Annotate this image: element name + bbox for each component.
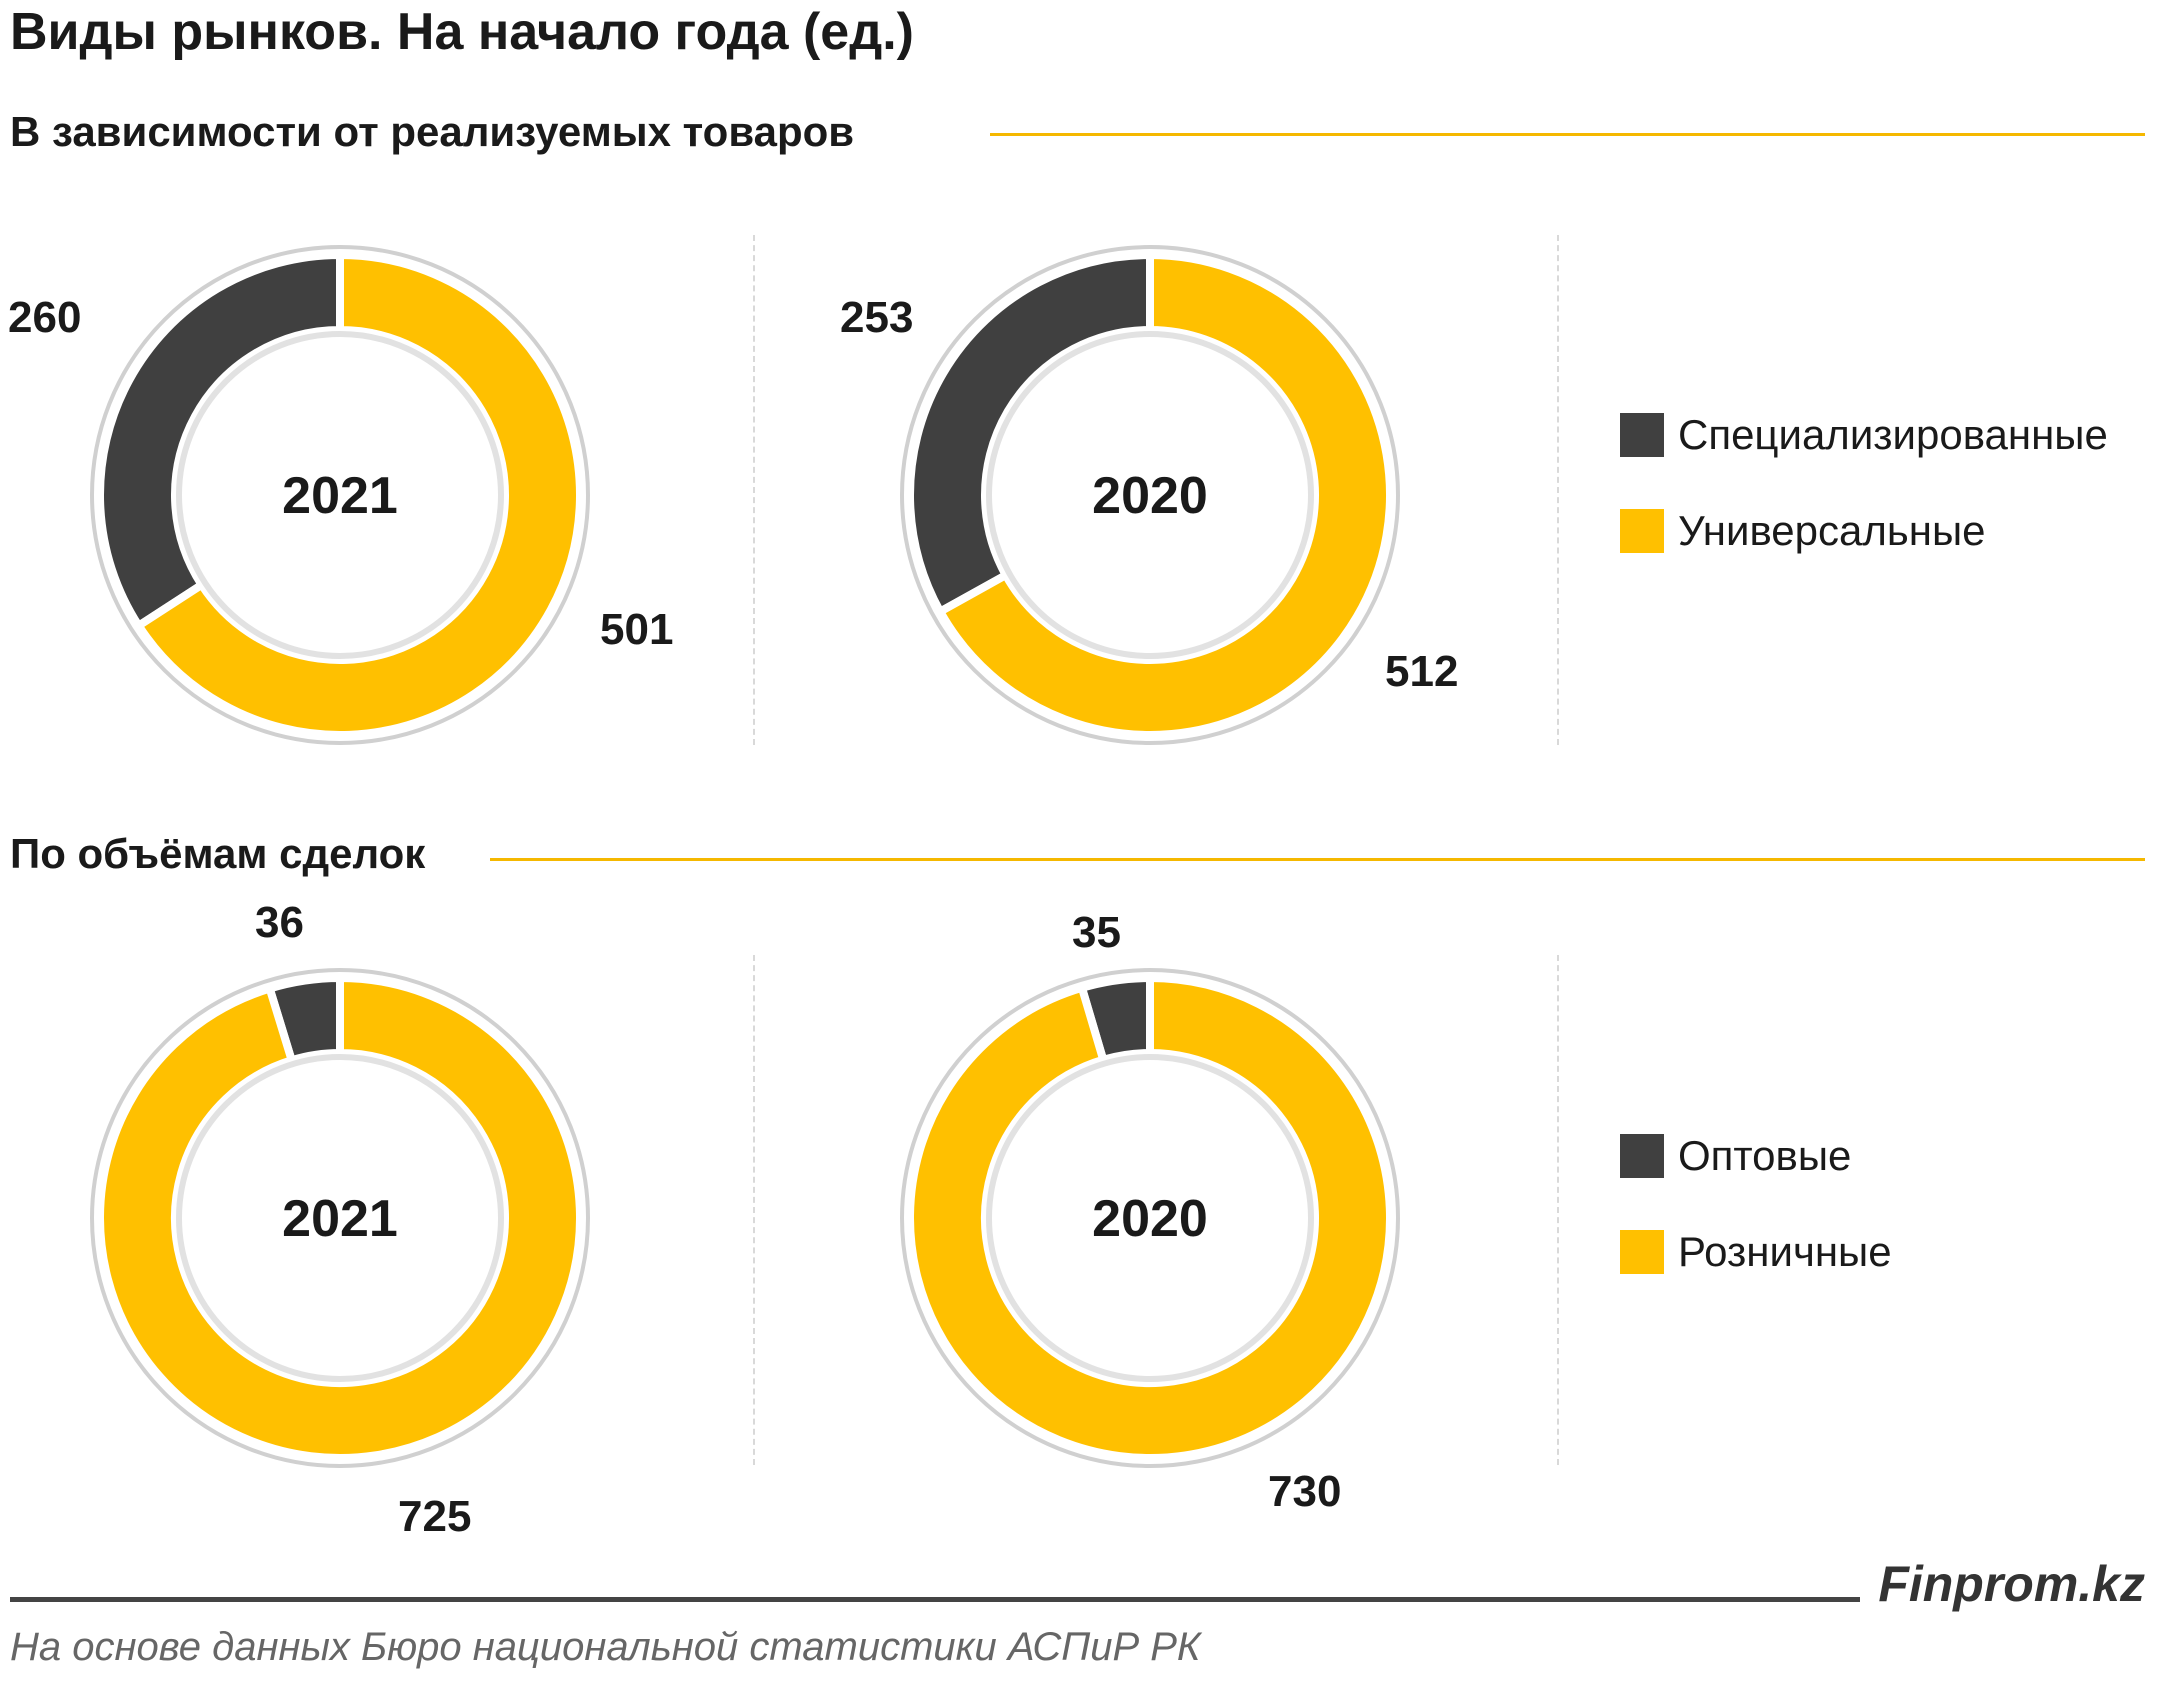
donut-center-year: 2021 <box>282 1190 398 1248</box>
data-label: 725 <box>398 1492 472 1541</box>
data-label: 36 <box>255 898 304 947</box>
footer-rule <box>10 1597 1860 1602</box>
legend-item: Универсальные <box>1620 483 2108 579</box>
donut-slice-dark <box>96 250 344 632</box>
legend-swatch-specialized <box>1620 413 1664 457</box>
legend-label: Специализированные <box>1678 411 2108 458</box>
donut-chart-volume-2020: 2020 <box>900 968 1400 1468</box>
data-label: 501 <box>600 605 674 654</box>
donut-inner-ring <box>176 1054 504 1382</box>
legend-swatch-retail <box>1620 1230 1664 1274</box>
donut-chart-types-2020: 2020 <box>900 245 1400 745</box>
brand-label: Finprom.kz <box>1878 1556 2145 1612</box>
separator-bottom-1 <box>753 955 755 1465</box>
section-2-rule <box>490 858 2145 861</box>
data-label: 35 <box>1072 908 1121 957</box>
legend-item: Розничные <box>1620 1204 1892 1300</box>
data-label: 253 <box>840 293 914 342</box>
legend-swatch-wholesale <box>1620 1134 1664 1178</box>
section-1-heading: В зависимости от реализуемых товаров <box>10 108 875 156</box>
separator-top-1 <box>753 235 755 745</box>
data-label: 730 <box>1268 1467 1342 1516</box>
donut-chart-volume-2021: 2021 <box>90 968 590 1468</box>
legend-label: Универсальные <box>1678 507 1986 554</box>
section-1-rule <box>990 133 2145 136</box>
donut-inner-ring <box>986 331 1314 659</box>
donut-slice-yellow <box>934 250 1394 739</box>
legend-item: Специализированные <box>1620 387 2108 483</box>
donut-inner-ring <box>176 331 504 659</box>
section-2-heading: По объёмам сделок <box>10 830 446 878</box>
donut-slice-yellow <box>133 250 584 739</box>
donut-slice-yellow <box>96 973 584 1462</box>
legend-top: Специализированные Универсальные <box>1620 387 2108 579</box>
donut-chart-types-2021: 2021 <box>90 245 590 745</box>
data-label: 260 <box>8 293 82 342</box>
donut-center-year: 2021 <box>282 467 398 525</box>
donut-slice-yellow <box>906 973 1394 1462</box>
donut-inner-ring <box>986 1054 1314 1382</box>
separator-bottom-2 <box>1557 955 1559 1465</box>
legend-label: Оптовые <box>1678 1132 1852 1179</box>
donut-center-year: 2020 <box>1092 467 1208 525</box>
legend-bottom: Оптовые Розничные <box>1620 1108 1892 1300</box>
legend-item: Оптовые <box>1620 1108 1892 1204</box>
legend-swatch-universal <box>1620 509 1664 553</box>
chart-title: Виды рынков. На начало года (ед.) <box>10 3 914 61</box>
donut-center-year: 2020 <box>1092 1190 1208 1248</box>
donut-slice-dark <box>906 250 1154 618</box>
separator-top-2 <box>1557 235 1559 745</box>
data-label: 512 <box>1385 647 1459 696</box>
legend-label: Розничные <box>1678 1228 1892 1275</box>
source-note: На основе данных Бюро национальной стати… <box>10 1625 1201 1669</box>
